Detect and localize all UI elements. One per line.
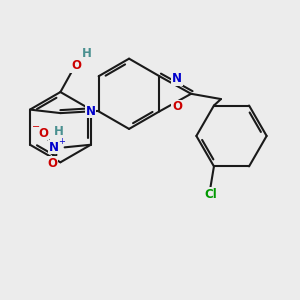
Text: N: N bbox=[85, 105, 95, 118]
Text: O: O bbox=[71, 59, 81, 72]
Text: +: + bbox=[58, 136, 65, 146]
Text: Cl: Cl bbox=[204, 188, 217, 201]
Text: H: H bbox=[82, 47, 92, 60]
Text: −: − bbox=[32, 122, 40, 132]
Text: O: O bbox=[172, 100, 182, 113]
Text: O: O bbox=[38, 127, 49, 140]
Text: N: N bbox=[49, 141, 59, 154]
Text: H: H bbox=[54, 125, 64, 138]
Text: N: N bbox=[172, 72, 182, 85]
Text: O: O bbox=[47, 157, 57, 170]
